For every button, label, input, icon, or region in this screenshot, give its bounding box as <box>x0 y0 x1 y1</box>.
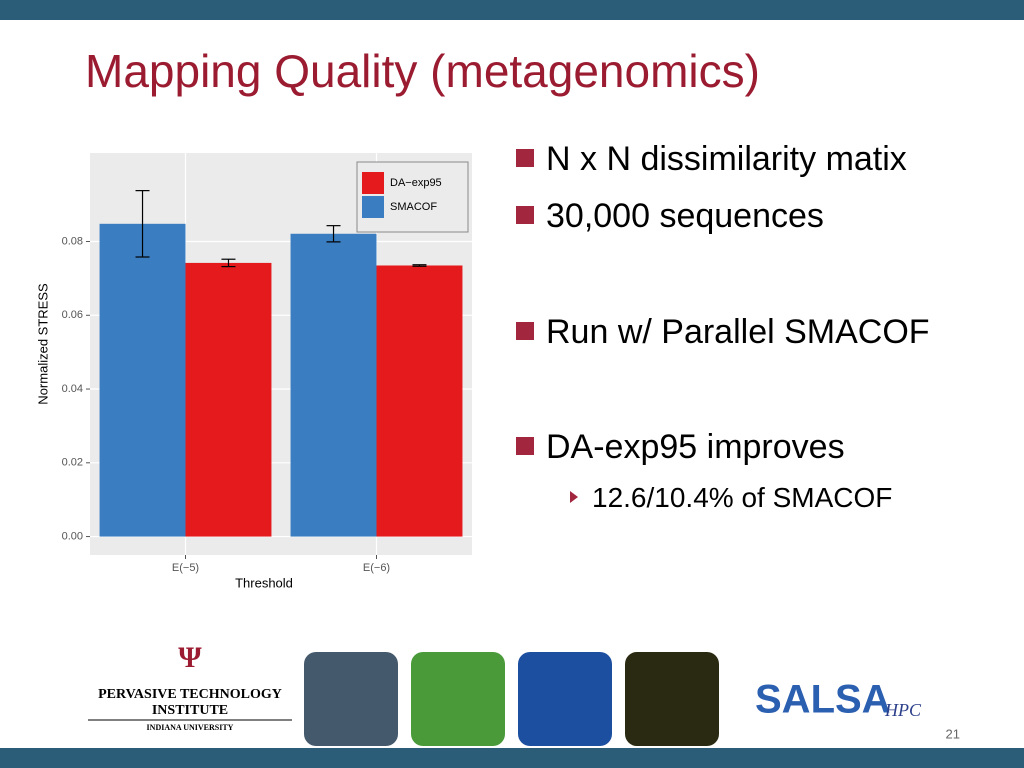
y-tick-label: 0.06 <box>62 309 83 321</box>
y-tick-label: 0.00 <box>62 530 83 542</box>
bar <box>376 265 463 537</box>
bullet: 30,000 sequences <box>516 197 824 236</box>
chart: 0.00 0.02 0.04 0.06 0.08 E(−5) E(−6) Normalized… <box>35 153 472 590</box>
bar <box>290 233 377 537</box>
iu-logo: Ψ <box>178 641 202 674</box>
image-tile <box>518 652 612 746</box>
legend-swatch <box>362 172 384 194</box>
image-tile <box>411 652 505 746</box>
footer: Ψ PERVASIVE TECHNOLOGY INSTITUTE INDIANA… <box>88 641 960 746</box>
page-number: 21 <box>946 726 960 741</box>
salsa-logo: SALSA <box>755 678 891 722</box>
university-name: INDIANA UNIVERSITY <box>147 723 234 732</box>
legend-label: SMACOF <box>390 201 437 213</box>
sub-bullet: 12.6/10.4% of SMACOF <box>570 482 892 514</box>
institute-name: INSTITUTE <box>152 703 228 718</box>
legend-label: DA−exp95 <box>390 177 442 189</box>
image-tile <box>625 652 719 746</box>
slide-title: Mapping Quality (metagenomics) <box>85 45 760 97</box>
x-tick-label: E(−6) <box>363 562 390 574</box>
x-tick-label: E(−5) <box>172 562 199 574</box>
hpc-logo: HPC <box>884 700 922 720</box>
image-tile <box>304 652 398 746</box>
bar <box>185 262 272 537</box>
x-axis-label: Threshold <box>235 575 293 590</box>
bar <box>99 223 186 537</box>
bullet: Run w/ Parallel SMACOF <box>516 313 930 352</box>
bottom-band <box>0 748 1024 768</box>
y-tick-label: 0.04 <box>62 383 83 395</box>
y-tick-label: 0.02 <box>62 457 83 469</box>
bullet: N x N dissimilarity matix <box>516 140 907 179</box>
y-tick-label: 0.08 <box>62 235 83 247</box>
bullet: DA-exp95 improves <box>516 428 845 467</box>
institute-name: PERVASIVE TECHNOLOGY <box>98 687 282 702</box>
y-axis-label: Normalized STRESS <box>35 283 50 405</box>
legend-swatch <box>362 196 384 218</box>
top-band <box>0 0 1024 20</box>
